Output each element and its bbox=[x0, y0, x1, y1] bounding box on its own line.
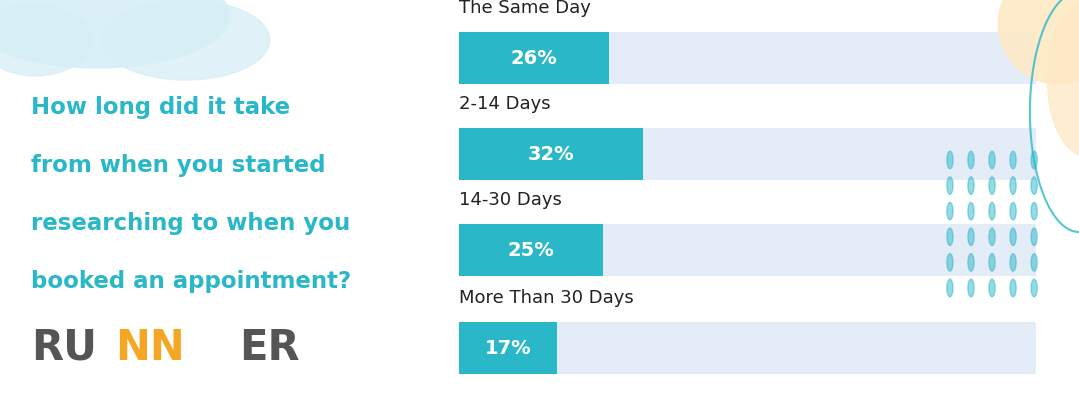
Text: 2-14 Days: 2-14 Days bbox=[459, 95, 550, 113]
FancyBboxPatch shape bbox=[459, 322, 1036, 374]
Text: 32%: 32% bbox=[528, 144, 574, 164]
Circle shape bbox=[947, 151, 953, 169]
Circle shape bbox=[989, 151, 995, 169]
Text: More Than 30 Days: More Than 30 Days bbox=[459, 289, 633, 306]
Ellipse shape bbox=[0, 0, 230, 68]
FancyBboxPatch shape bbox=[459, 128, 1036, 180]
Text: from when you started: from when you started bbox=[31, 154, 326, 177]
Circle shape bbox=[1032, 151, 1037, 169]
Circle shape bbox=[1032, 279, 1037, 297]
Circle shape bbox=[1010, 151, 1016, 169]
Circle shape bbox=[968, 279, 974, 297]
Text: ΝΝ: ΝΝ bbox=[115, 327, 185, 369]
Ellipse shape bbox=[101, 0, 270, 80]
FancyBboxPatch shape bbox=[459, 32, 1036, 84]
Text: 26%: 26% bbox=[510, 48, 557, 68]
Circle shape bbox=[989, 202, 995, 220]
Text: booked an appointment?: booked an appointment? bbox=[31, 270, 352, 293]
Text: The Same Day: The Same Day bbox=[459, 0, 590, 17]
FancyBboxPatch shape bbox=[459, 224, 1036, 276]
Circle shape bbox=[968, 254, 974, 271]
Circle shape bbox=[1010, 177, 1016, 194]
Circle shape bbox=[968, 151, 974, 169]
Circle shape bbox=[968, 228, 974, 246]
Circle shape bbox=[1032, 254, 1037, 271]
Circle shape bbox=[968, 177, 974, 194]
Text: 25%: 25% bbox=[507, 240, 555, 260]
FancyBboxPatch shape bbox=[459, 322, 557, 374]
FancyBboxPatch shape bbox=[459, 32, 609, 84]
Text: RU: RU bbox=[31, 327, 97, 369]
Circle shape bbox=[947, 177, 953, 194]
Ellipse shape bbox=[1048, 4, 1079, 156]
Text: How long did it take: How long did it take bbox=[31, 96, 290, 119]
Circle shape bbox=[1010, 228, 1016, 246]
Circle shape bbox=[1010, 202, 1016, 220]
Circle shape bbox=[1010, 254, 1016, 271]
FancyBboxPatch shape bbox=[459, 128, 643, 180]
Circle shape bbox=[989, 254, 995, 271]
Circle shape bbox=[947, 228, 953, 246]
Circle shape bbox=[947, 254, 953, 271]
Circle shape bbox=[947, 279, 953, 297]
Text: researching to when you: researching to when you bbox=[31, 212, 351, 235]
Ellipse shape bbox=[998, 0, 1079, 84]
Text: 14-30 Days: 14-30 Days bbox=[459, 190, 561, 209]
Circle shape bbox=[989, 279, 995, 297]
Circle shape bbox=[1032, 177, 1037, 194]
Ellipse shape bbox=[0, 4, 91, 76]
Circle shape bbox=[1032, 202, 1037, 220]
Circle shape bbox=[1010, 279, 1016, 297]
Text: 17%: 17% bbox=[484, 338, 531, 358]
Circle shape bbox=[989, 228, 995, 246]
Circle shape bbox=[968, 202, 974, 220]
Circle shape bbox=[989, 177, 995, 194]
Circle shape bbox=[1032, 228, 1037, 246]
Text: ER: ER bbox=[238, 327, 300, 369]
FancyBboxPatch shape bbox=[459, 224, 603, 276]
Circle shape bbox=[947, 202, 953, 220]
